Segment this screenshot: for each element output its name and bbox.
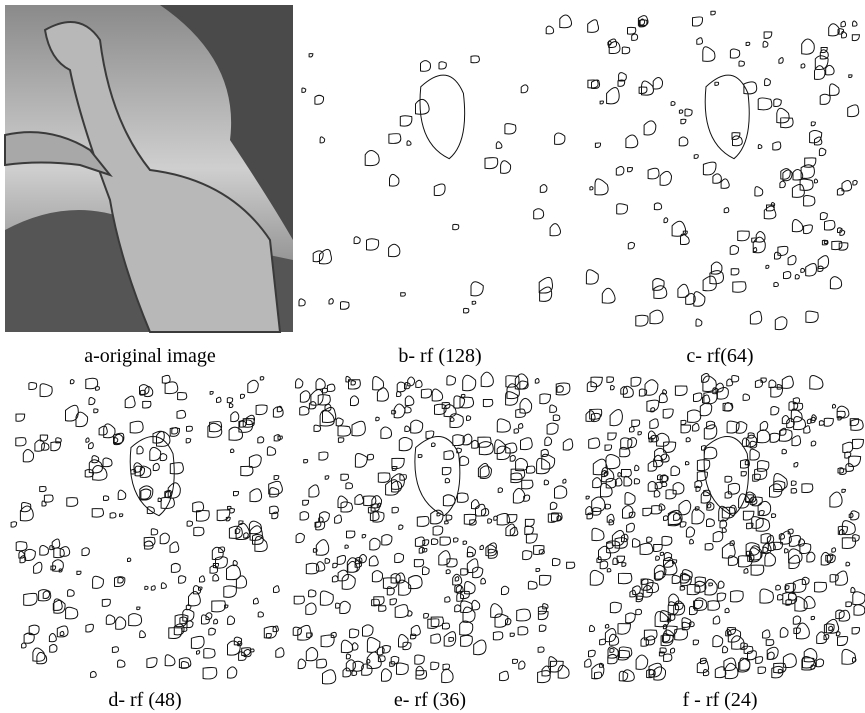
- edge-contours: [10, 374, 285, 680]
- edge-panel: [5, 370, 285, 680]
- caption: b- rf (128): [398, 345, 481, 367]
- tree-trunk: [160, 5, 293, 240]
- caption: a-original image: [84, 345, 216, 367]
- giraffe: [43, 21, 282, 333]
- edge-maps: [5, 5, 865, 685]
- caption: c- rf(64): [686, 345, 753, 367]
- caption: f - rf (24): [683, 689, 758, 711]
- original-image: [4, 5, 293, 333]
- edge-panel: [287, 370, 573, 680]
- second-giraffe: [4, 131, 113, 178]
- edge-panel: [293, 5, 577, 332]
- edge-contours: [584, 372, 865, 682]
- edge-contours: [298, 14, 573, 314]
- edge-panel: [580, 5, 860, 332]
- caption: d- rf (48): [108, 689, 181, 711]
- edge-contours: [585, 10, 860, 331]
- edge-panel: [578, 370, 860, 680]
- caption: e- rf (36): [394, 689, 466, 711]
- edge-contours: [292, 371, 576, 685]
